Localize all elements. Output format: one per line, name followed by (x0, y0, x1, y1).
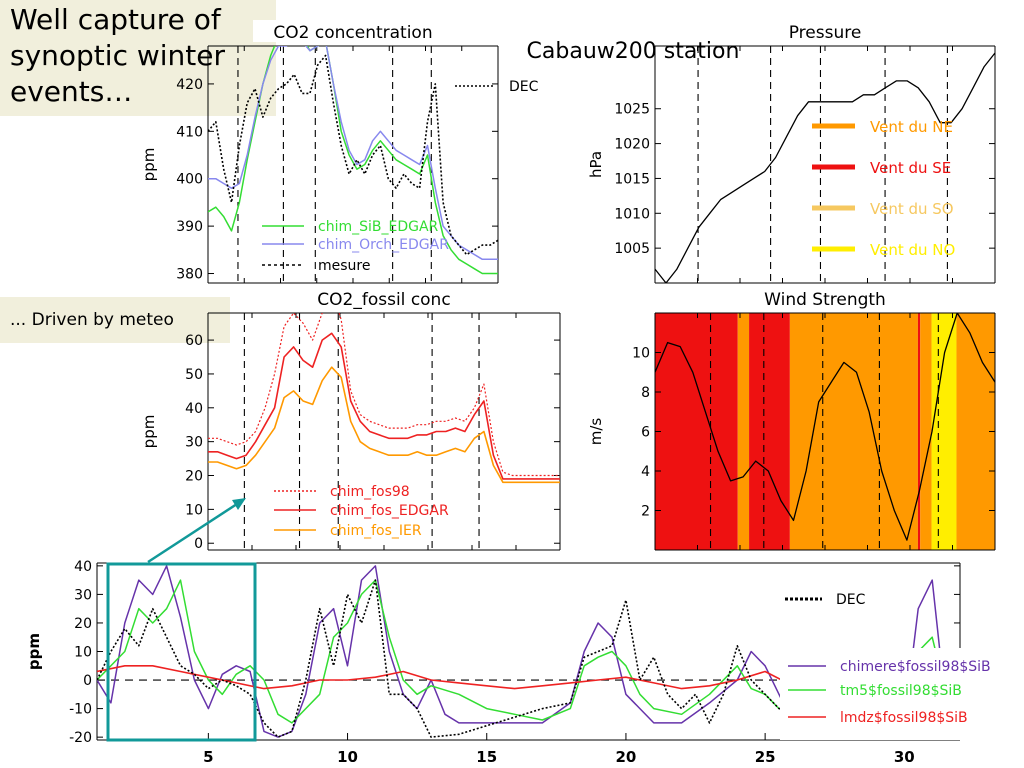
legend-fossil-edgar: chim_fos_EDGAR (330, 503, 449, 519)
fossil-series-chim-fos-ier (208, 366, 560, 484)
bottom-series-chimere-fossil98-sib (97, 565, 960, 738)
co2-title: CO2 concentration (273, 23, 432, 43)
legend-wind-dir-label: Vent du SE (870, 159, 951, 177)
callout-synoptic-events: Well capture of synoptic winter events… (0, 0, 276, 116)
co2-ytick-label: 380 (176, 267, 203, 283)
fossil-ytick-label: 10 (185, 502, 203, 518)
bottom-ytick-label: 10 (74, 645, 92, 661)
pressure-ytick-label: 1025 (614, 102, 650, 118)
pressure-ytick-label: 1010 (614, 206, 650, 222)
wind-band-ne (789, 313, 918, 550)
bottom-xtick-label: 10 (337, 748, 358, 766)
pressure-ytick-label: 1020 (614, 137, 650, 153)
bottom-xtick-label: 15 (476, 748, 497, 766)
legend-co2-orch: chim_Orch_EDGAR (318, 237, 449, 253)
legend-bottom-tm5: tm5$fossil98$SiB (840, 683, 962, 699)
legend-wind-dir-label: Vent du NE (870, 118, 953, 136)
pressure-ylabel: hPa (587, 151, 605, 178)
bottom-ytick-label: -10 (69, 702, 92, 718)
wind-ylabel: m/s (587, 418, 605, 446)
bottom-ytick-label: 0 (83, 673, 92, 689)
fossil-ytick-label: 0 (194, 536, 203, 552)
co2-ytick-label: 410 (176, 124, 203, 140)
fossil-series-group (208, 313, 560, 484)
bottom-series-lmdz-fossil98-sib (97, 664, 960, 690)
wind-series-wind (655, 313, 995, 541)
bottom-series-group (97, 565, 960, 738)
bottom-ytick-label: 40 (74, 559, 92, 575)
co2-ytick-label: 390 (176, 219, 203, 235)
wind-band-ne (956, 313, 995, 550)
wind-series-group (655, 313, 995, 541)
legend-co2-dec: DEC (509, 79, 539, 95)
co2-ylabel: ppm (140, 148, 158, 182)
bottom-ytick-label: -20 (69, 730, 92, 746)
legend-bottom-dec: DEC (836, 592, 866, 608)
legend-bottom-chimere: chimere$fossil98$SiB (840, 659, 991, 675)
legend-co2-mesure: mesure (318, 258, 370, 274)
highlight-arrow-line (147, 500, 241, 564)
wind-band-se (917, 313, 921, 550)
fossil-title-bg (284, 287, 484, 309)
bottom-series-dec (97, 579, 793, 738)
wind-title-bg (725, 287, 925, 309)
wind-band-se (655, 313, 738, 550)
fossil-ytick-label: 50 (185, 367, 203, 383)
fossil-ytick-label: 30 (185, 435, 203, 451)
legend-fossil-fos98: chim_fos98 (330, 484, 410, 500)
wind-band-ne (920, 313, 932, 550)
highlight-arrow-head (232, 498, 246, 510)
bottom-xtick-label: 30 (894, 748, 915, 766)
legend-co2-sib: chim_SiB_EDGAR (318, 219, 439, 235)
bottom-ylabel: ppm (25, 633, 43, 670)
fossil-series-chim-fos98 (208, 313, 560, 477)
callout-driven-by-meteo: ... Driven by meteo (0, 297, 230, 343)
fossil-ytick-label: 40 (185, 401, 203, 417)
wind-band-ne (737, 313, 750, 550)
pressure-title: Pressure (789, 23, 862, 43)
bottom-xtick-label: 5 (203, 748, 213, 766)
bottom-ytick-label: 20 (74, 616, 92, 632)
wind-ytick-label: 8 (641, 385, 650, 401)
bottom-xtick-label: 20 (615, 748, 636, 766)
fossil-ytick-label: 20 (185, 469, 203, 485)
wind-ytick-label: 6 (641, 425, 650, 441)
bottom-ytick-label: 30 (74, 587, 92, 603)
fossil-series-chim-fos-edgar (208, 332, 560, 480)
co2-ytick-label: 400 (176, 172, 203, 188)
bottom-series-tm5-fossil98-sib (97, 579, 960, 724)
wind-band-no (931, 313, 957, 550)
fossil-title: CO2_fossil conc (317, 290, 450, 310)
station-title: Cabauw200 station (498, 34, 768, 70)
pressure-series-pressure (655, 52, 995, 283)
wind-ytick-label: 10 (632, 346, 650, 362)
legend-fossil-ier: chim_fos_IER (330, 523, 422, 539)
pressure-ytick-label: 1015 (614, 171, 650, 187)
wind-band-se (749, 313, 790, 550)
bottom-legend-bg (780, 648, 1000, 740)
wind-title: Wind Strength (764, 290, 886, 310)
legend-wind-dir-label: Vent du NO (870, 241, 955, 259)
fossil-ylabel: ppm (140, 415, 158, 449)
legend-wind-dir-label: Vent du SO (870, 200, 954, 218)
wind-ytick-label: 4 (641, 464, 650, 480)
pressure-series-group (655, 52, 995, 283)
highlight-box (106, 562, 257, 742)
wind-ytick-label: 2 (641, 504, 650, 520)
legend-bottom-lmdz: lmdz$fossil98$SiB (840, 710, 968, 726)
co2-title-bg (253, 20, 453, 42)
pressure-ytick-label: 1005 (614, 241, 650, 257)
bottom-xtick-label: 25 (755, 748, 776, 766)
